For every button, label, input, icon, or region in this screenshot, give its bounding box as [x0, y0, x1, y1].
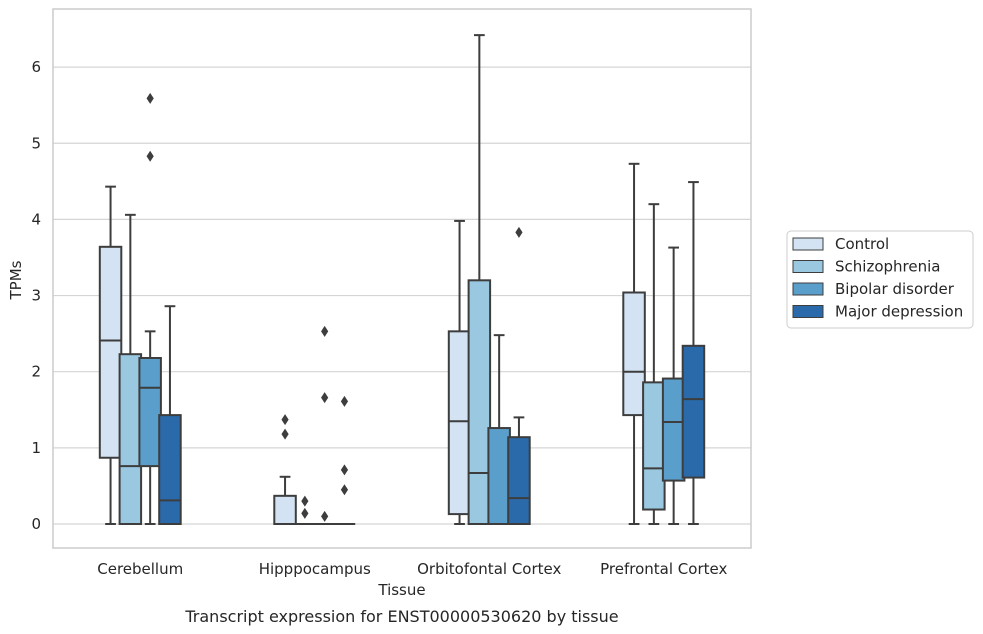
box-cerebellum-bipolar-disorder	[138, 92, 162, 525]
box-plot-series	[98, 34, 706, 525]
y-axis-tick-labels: 0 1 2 3 4 5 6	[31, 58, 41, 533]
outlier-point	[321, 510, 329, 522]
box-prefrontal-cortex-control	[622, 162, 646, 525]
box-iqr	[118, 353, 143, 525]
y-tick-label: 2	[31, 363, 41, 381]
box-iqr	[273, 494, 297, 525]
legend-label: Bipolar disorder	[835, 280, 955, 298]
box-iqr	[681, 344, 706, 479]
box-iqr	[622, 291, 646, 417]
legend-label: Major depression	[835, 303, 963, 321]
box-orbitofontal-cortex-major-depression	[507, 226, 531, 525]
legend-label: Schizophrenia	[835, 258, 940, 276]
x-tick-label: Prefrontal Cortex	[600, 560, 727, 578]
box-hipppocampus-schizophrenia	[294, 495, 316, 525]
legend-label: Control	[835, 235, 889, 253]
box-hipppocampus-bipolar-disorder	[313, 325, 336, 525]
box-prefrontal-cortex-major-depression	[681, 181, 706, 525]
y-tick-label: 6	[31, 58, 41, 76]
y-tick-label: 0	[31, 515, 41, 533]
outlier-point	[340, 464, 349, 476]
x-axis-tick-labels: Cerebellum Hipppocampus Orbitofontal Corte…	[97, 560, 727, 578]
plot-frame	[52, 8, 752, 549]
box-iqr	[507, 436, 531, 525]
outlier-point	[515, 226, 523, 238]
outlier-point	[281, 428, 289, 440]
box-iqr	[138, 356, 162, 468]
chart-caption: Transcript expression for ENST0000053062…	[184, 607, 618, 626]
outlier-point	[301, 495, 309, 507]
outlier-point	[146, 92, 154, 104]
outlier-point	[281, 414, 289, 426]
box-iqr	[158, 414, 182, 525]
box-hipppocampus-control	[273, 414, 297, 525]
box-orbitofontal-cortex-bipolar-disorder	[487, 334, 511, 525]
x-tick-label: Orbitofontal Cortex	[417, 560, 561, 578]
x-tick-label: Cerebellum	[97, 560, 183, 578]
box-cerebellum-major-depression	[158, 305, 182, 525]
box-hipppocampus-major-depression	[333, 395, 356, 525]
box-iqr	[487, 427, 511, 525]
y-tick-label: 5	[31, 134, 41, 152]
box-cerebellum-control	[98, 185, 123, 525]
outlier-point	[146, 150, 154, 162]
legend-frame	[786, 230, 974, 329]
outlier-point	[321, 325, 329, 337]
y-tick-label: 3	[31, 287, 41, 305]
box-iqr	[98, 245, 123, 459]
legend-swatch	[792, 305, 824, 318]
y-axis-title: TPMs	[7, 260, 25, 300]
outlier-point	[340, 395, 349, 407]
legend-swatch	[792, 282, 824, 296]
box-prefrontal-cortex-bipolar-disorder	[661, 246, 686, 525]
legend-swatch	[792, 260, 824, 273]
legend-swatch	[792, 237, 824, 251]
box-prefrontal-cortex-schizophrenia	[642, 203, 666, 525]
outlier-point	[301, 507, 309, 519]
legend: Control Schizophrenia Bipolar disorder Majo…	[786, 230, 974, 329]
x-tick-label: Hipppocampus	[259, 560, 371, 578]
box-iqr	[467, 279, 492, 525]
outlier-point	[321, 392, 329, 404]
box-iqr	[447, 330, 472, 516]
outlier-point	[340, 484, 349, 496]
x-axis-title: Tissue	[377, 581, 425, 599]
y-tick-label: 1	[31, 439, 41, 457]
box-iqr	[642, 381, 666, 511]
y-tick-label: 4	[31, 210, 41, 228]
box-iqr	[661, 377, 686, 482]
box-orbitofontal-cortex-schizophrenia	[467, 34, 492, 525]
